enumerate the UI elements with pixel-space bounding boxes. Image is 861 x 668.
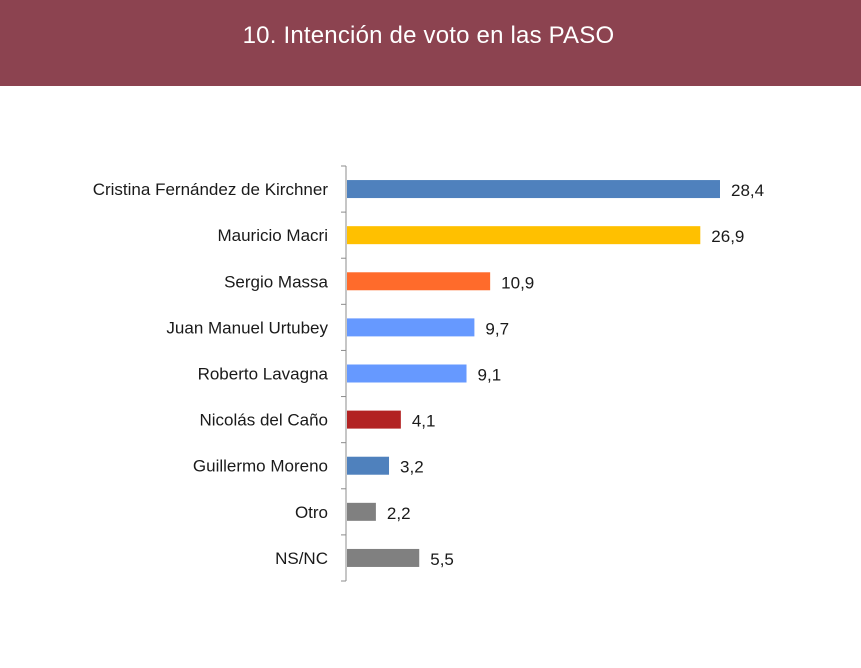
category-label: Nicolás del Caño <box>199 411 328 430</box>
bar <box>347 180 720 199</box>
data-label: 3,2 <box>400 458 424 477</box>
bar <box>347 456 390 475</box>
data-label: 2,2 <box>387 504 411 523</box>
category-label: Guillermo Moreno <box>193 457 328 476</box>
data-label: 9,7 <box>485 319 509 338</box>
bar <box>347 272 491 291</box>
category-label: Sergio Massa <box>224 272 328 291</box>
data-label: 26,9 <box>711 227 744 246</box>
data-label: 10,9 <box>501 273 534 292</box>
data-label: 4,1 <box>412 412 436 431</box>
category-label: Otro <box>295 503 328 522</box>
category-label: Juan Manuel Urtubey <box>166 318 328 337</box>
bar <box>347 502 376 521</box>
data-label: 5,5 <box>430 550 454 569</box>
bar <box>347 548 420 567</box>
data-label: 9,1 <box>478 366 502 385</box>
category-label: Cristina Fernández de Kirchner <box>93 180 329 199</box>
header-bar: 10. Intención de voto en las PASO <box>0 0 861 86</box>
category-label: NS/NC <box>275 549 328 568</box>
bar <box>347 364 467 383</box>
category-label: Mauricio Macri <box>217 226 328 245</box>
bar <box>347 226 701 245</box>
chart-title: 10. Intención de voto en las PASO <box>242 22 615 49</box>
bar <box>347 318 475 337</box>
data-label: 28,4 <box>731 181 764 200</box>
category-label: Roberto Lavagna <box>198 365 329 384</box>
bar <box>347 410 401 429</box>
